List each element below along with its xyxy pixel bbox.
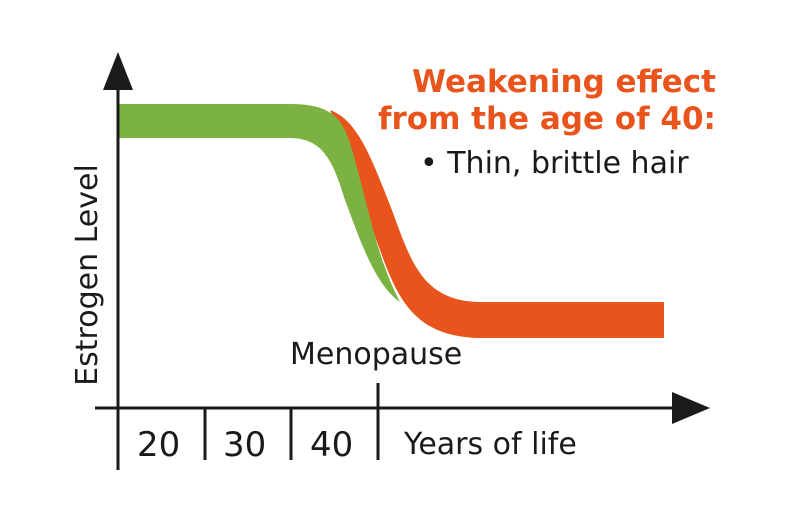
y-axis-arrowhead bbox=[103, 52, 133, 90]
title-line-1: Weakening effect bbox=[411, 64, 716, 100]
chart-title: Weakening effect from the age of 40: bbox=[378, 64, 716, 138]
x-tick-label-20: 20 bbox=[137, 425, 181, 465]
annotation-bullet: • Thin, brittle hair bbox=[420, 146, 689, 181]
x-tick-label-30: 30 bbox=[223, 425, 267, 465]
x-axis-arrowhead bbox=[672, 392, 710, 424]
x-axis-label: Years of life bbox=[404, 427, 577, 462]
series-band-orange bbox=[330, 110, 664, 338]
menopause-label: Menopause bbox=[290, 337, 463, 372]
y-axis-label: Estrogen Level bbox=[70, 164, 105, 386]
series-band-green bbox=[118, 104, 400, 302]
x-tick-label-40: 40 bbox=[310, 425, 354, 465]
title-line-2: from the age of 40: bbox=[378, 101, 716, 138]
